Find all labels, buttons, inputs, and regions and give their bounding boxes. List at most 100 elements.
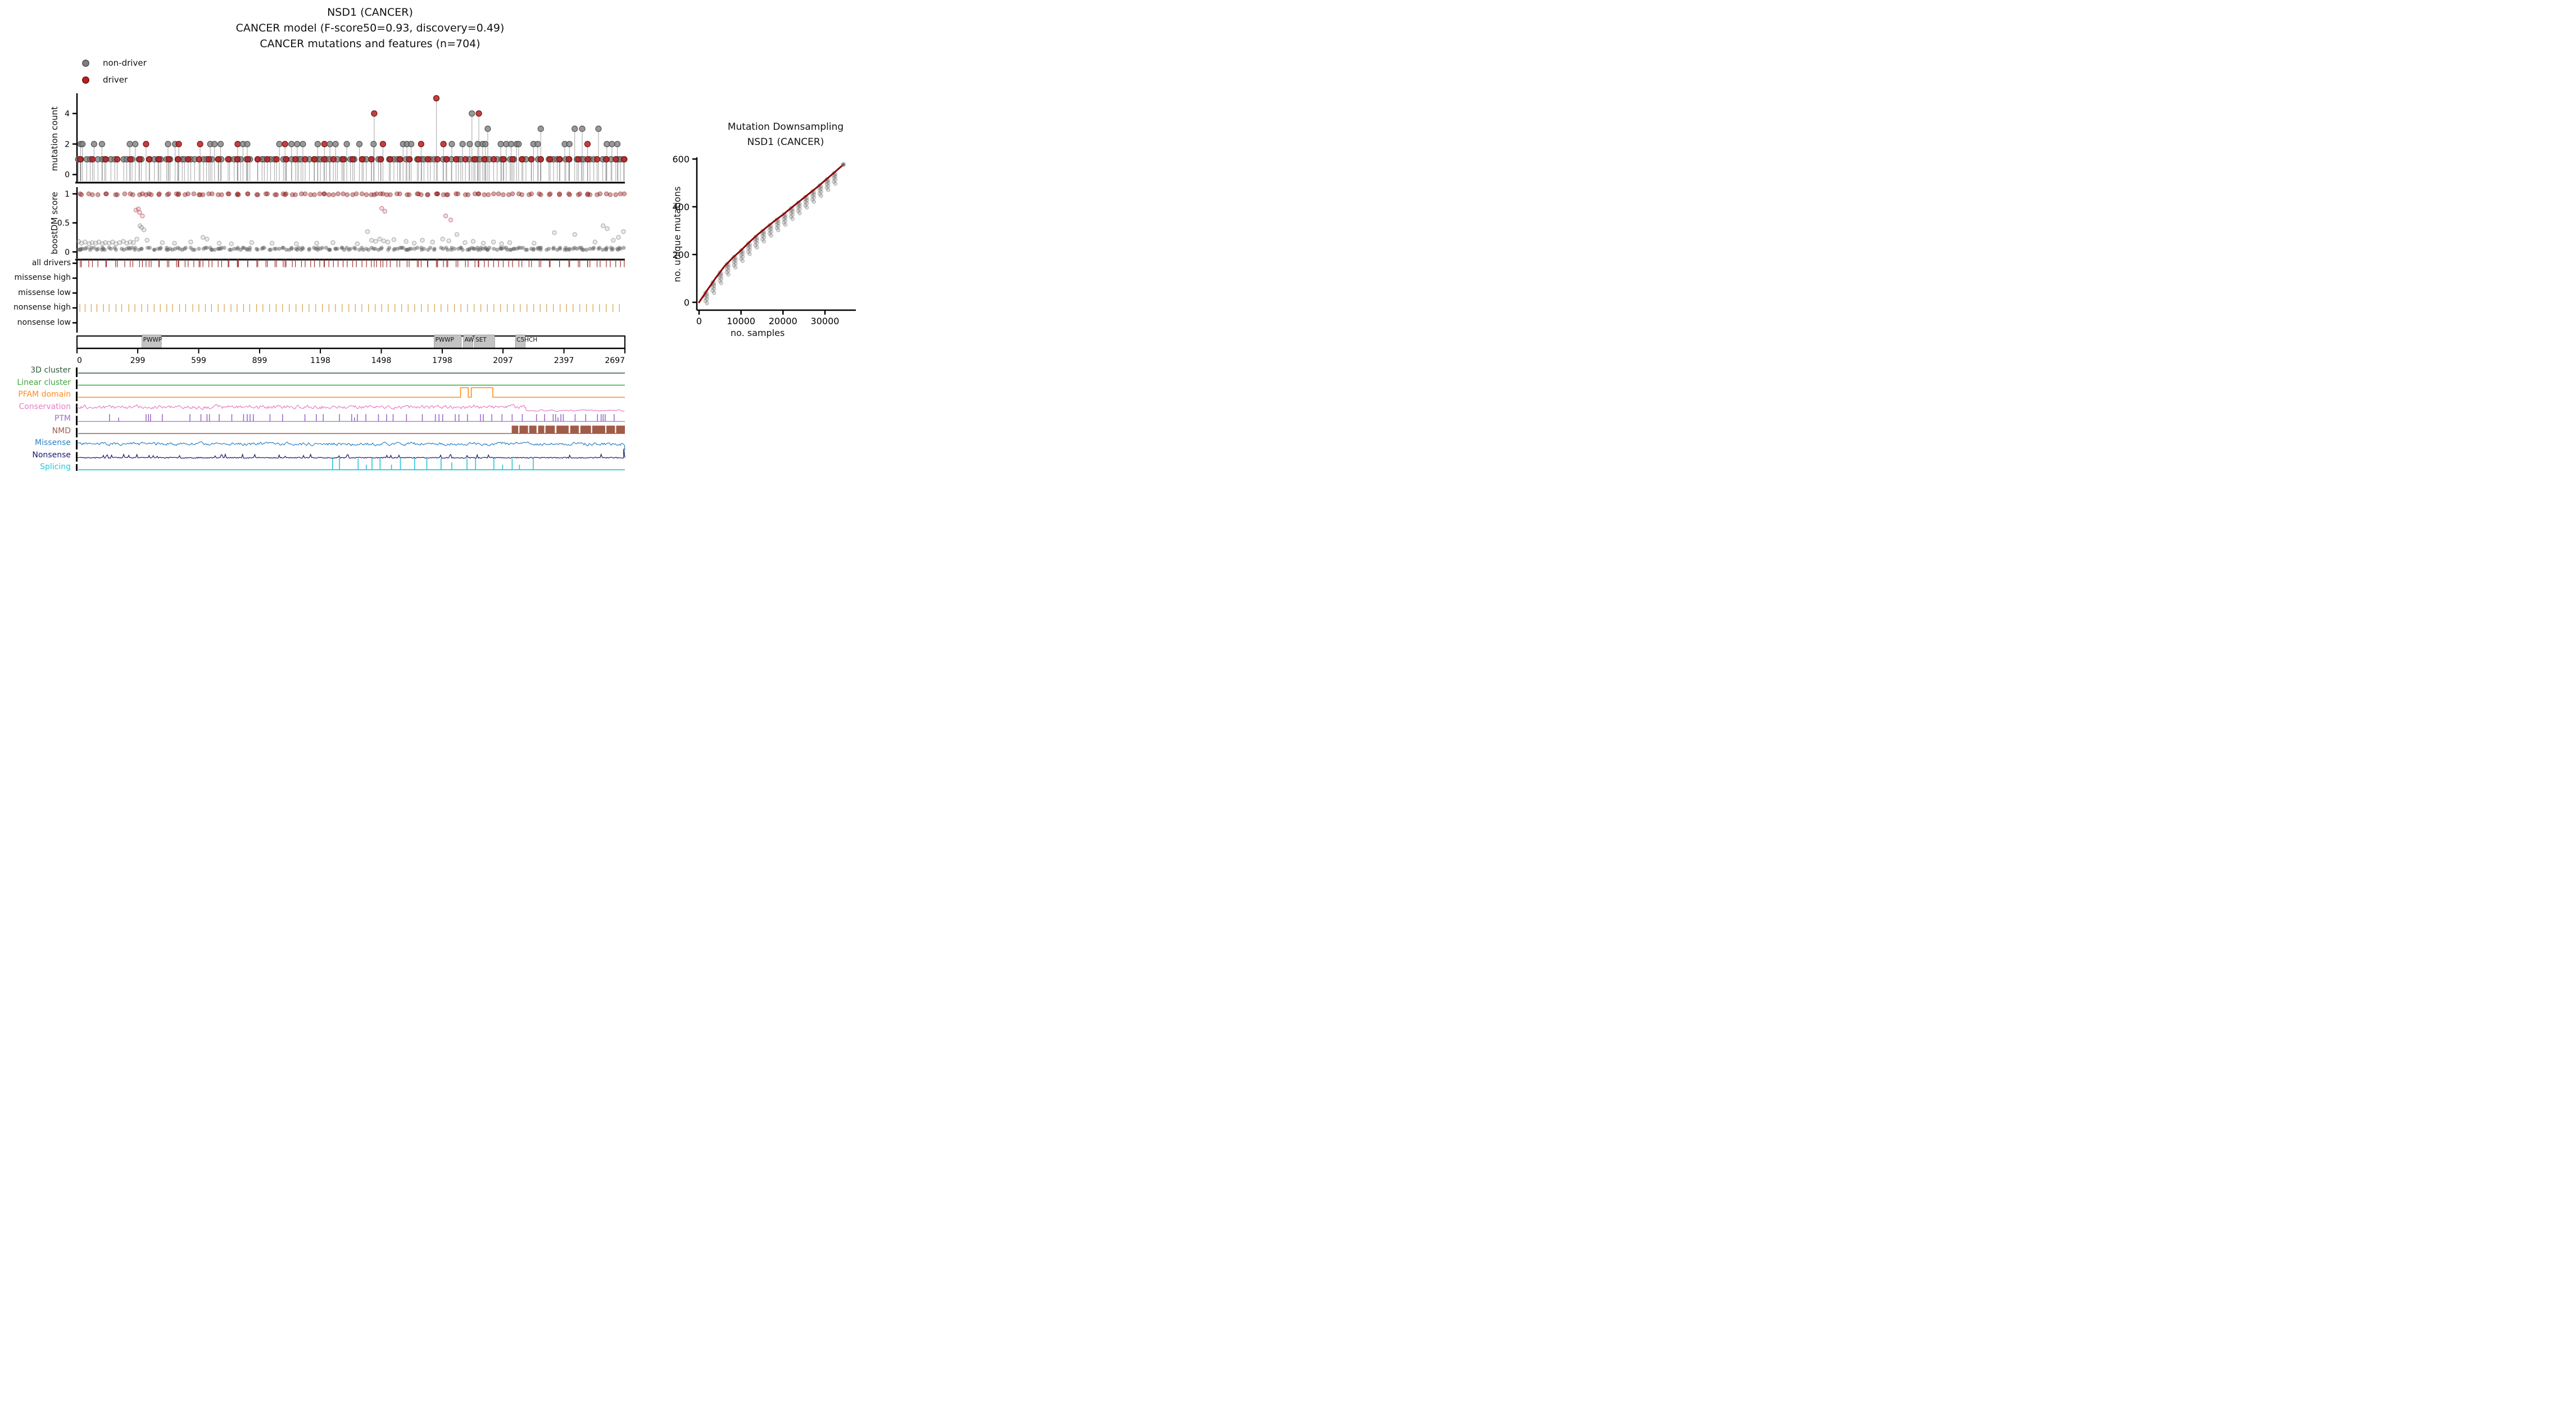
boostdm-mid-dot: [446, 238, 451, 243]
downsample-dot: [797, 207, 802, 211]
boostdm-score1-dot: [394, 191, 400, 197]
boostdm-score1-dot: [113, 192, 118, 197]
feature-noise: [76, 441, 625, 451]
boostdm-score1-dot: [226, 191, 232, 197]
figure-root: NSD1 (CANCER) CANCER model (F-score50=0.…: [0, 0, 859, 471]
boostdm-score1-dot: [317, 191, 323, 197]
nmd-bar: [545, 425, 555, 434]
boostdm-baseline-dot: [470, 246, 474, 250]
boostdm-baseline-dot: [366, 247, 371, 252]
driver-marker: [234, 156, 241, 163]
downsample-dot: [705, 294, 709, 298]
boostdm-score1-dot: [165, 192, 170, 197]
boostdm-score1-dot: [445, 192, 451, 197]
boostdm-mid-dot: [369, 238, 374, 243]
downsample-dot: [760, 233, 765, 238]
boostdm-high-dot: [443, 214, 448, 219]
boostdm-baseline-dot: [208, 246, 212, 250]
ylabel-boostdm-score: boostDM score: [49, 192, 60, 255]
downsample-dot: [783, 215, 788, 220]
downsample-dot: [710, 288, 715, 293]
driver-marker: [302, 156, 309, 163]
tick-label: 2397: [554, 356, 574, 365]
boostdm-mid-dot: [462, 240, 468, 245]
boostdm-mid-dot: [552, 230, 557, 235]
legend-label-nondriver: non-driver: [103, 58, 147, 68]
nondriver-marker: [79, 140, 86, 148]
boostdm-mid-dot: [188, 239, 193, 244]
nondriver-marker: [276, 140, 283, 148]
boostdm-score1-dot: [128, 191, 133, 197]
boostdm-score1-dot: [622, 191, 627, 197]
tick-label: 1798: [432, 356, 452, 365]
boostdm-baseline-dot: [119, 247, 124, 251]
downsample-dot: [746, 249, 751, 254]
downsample-dot: [711, 290, 716, 295]
boostdm-score1-dot: [425, 192, 430, 197]
driver-marker: [330, 156, 337, 163]
driver-marker: [471, 156, 478, 163]
boostdm-mid-dot: [391, 237, 397, 242]
ylabel-unique-mutations: no. unique mutations: [672, 186, 683, 283]
rug-label-all-drivers: all drivers: [31, 258, 71, 267]
downsample-dot: [782, 217, 786, 221]
tick-label: 0: [77, 356, 82, 365]
legend-item-nondriver: non-driver: [82, 57, 147, 69]
downsampling-title-line2: NSD1 (CANCER): [747, 137, 824, 148]
boostdm-baseline-dot: [558, 246, 563, 250]
boostdm-baseline-dot: [584, 247, 589, 252]
driver-marker: [273, 156, 280, 163]
downsample-dot: [719, 274, 724, 278]
boostdm-baseline-dot: [405, 247, 409, 252]
tick-label: 0: [65, 248, 70, 257]
boostdm-baseline-dot: [344, 246, 349, 250]
boostdm-baseline-dot: [289, 246, 294, 250]
boostdm-score1-dot: [547, 192, 552, 197]
downsample-dot: [824, 185, 829, 190]
boostdm-mid-dot: [142, 227, 147, 233]
downsample-dot: [732, 263, 736, 267]
boostdm-score1-dot: [299, 191, 304, 197]
boostdm-mid-dot: [172, 240, 177, 246]
boostdm-baseline-dot: [353, 247, 357, 251]
nondriver-marker: [314, 140, 321, 148]
boostdm-baseline-dot: [600, 247, 605, 252]
tick-label: 299: [130, 356, 146, 365]
driver-marker: [185, 156, 192, 163]
driver-marker: [565, 156, 572, 163]
driver-marker: [547, 156, 554, 163]
boostdm-baseline-dot: [92, 246, 96, 250]
nondriver-marker: [326, 140, 333, 148]
boostdm-baseline-dot: [99, 247, 105, 252]
nmd-bar: [616, 425, 625, 434]
boostdm-mid-dot: [572, 232, 577, 237]
boostdm-mid-dot: [385, 239, 391, 244]
ylabel-mutation-count: mutation count: [49, 106, 60, 171]
boostdm-baseline-dot: [173, 247, 178, 251]
feature-spine-dash: [76, 428, 78, 438]
boostdm-mid-dot: [411, 240, 417, 246]
boostdm-score1-dot: [359, 191, 365, 197]
boostdm-high-dot: [448, 217, 453, 223]
nondriver-marker: [482, 140, 489, 148]
feature-spine-dash: [76, 392, 78, 401]
boostdm-score1-dot: [176, 191, 182, 197]
nondriver-marker: [534, 140, 541, 148]
driver-marker: [481, 156, 488, 163]
nondriver-marker: [609, 140, 615, 148]
downsample-dot: [797, 211, 802, 216]
driver-marker: [584, 156, 591, 163]
downsample-dot: [797, 203, 802, 208]
downsample-dot: [761, 232, 767, 237]
nondriver-marker: [537, 125, 544, 132]
downsample-dot: [805, 201, 809, 206]
boostdm-mid-dot: [616, 235, 621, 240]
downsample-dot: [718, 279, 722, 283]
tick-label: 1: [65, 190, 70, 199]
boostdm-baseline-dot: [218, 247, 223, 251]
boostdm-score1-dot: [122, 191, 128, 197]
legend-label-driver: driver: [103, 75, 128, 85]
nondriver-marker: [126, 140, 133, 148]
driver-marker: [434, 156, 441, 163]
boostdm-baseline-dot: [139, 247, 144, 251]
